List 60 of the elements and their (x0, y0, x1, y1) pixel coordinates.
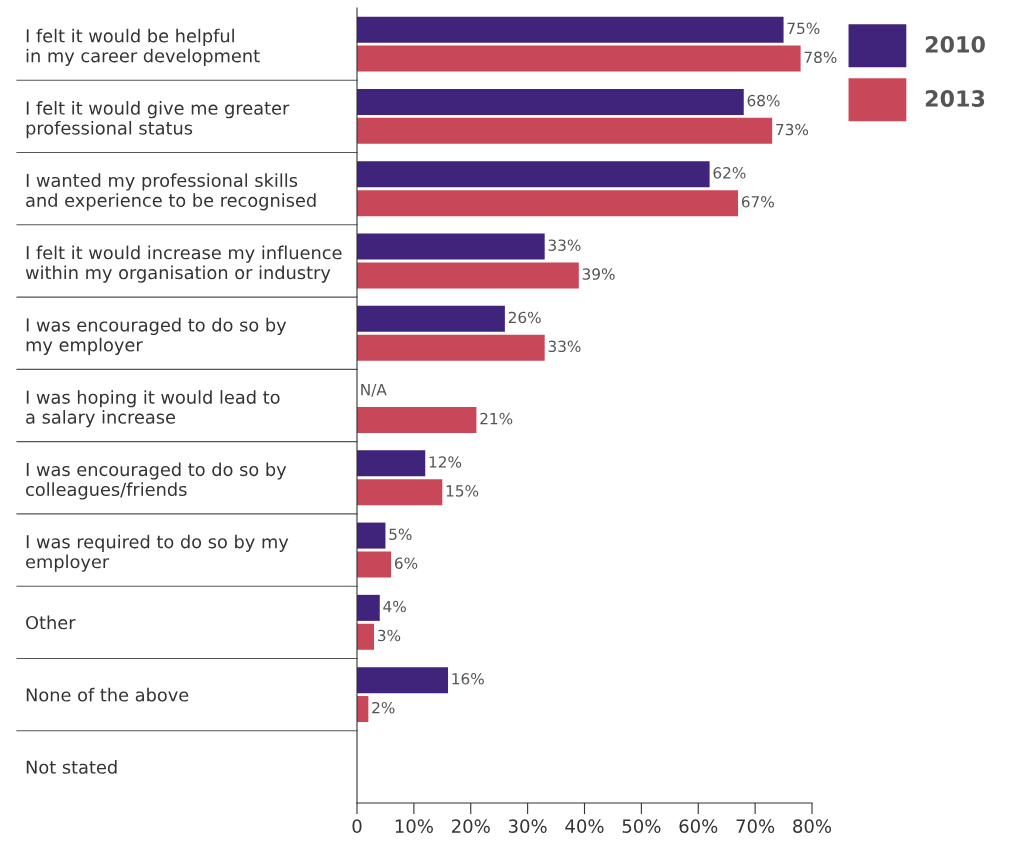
data-label: 78% (804, 51, 837, 64)
bar (357, 450, 426, 477)
y-tick-label: I was required to do so by my employer (26, 534, 289, 572)
data-label: 68% (747, 94, 780, 107)
bar (357, 262, 579, 289)
bar (357, 551, 392, 578)
bar (357, 522, 386, 549)
data-label: 6% (394, 557, 418, 569)
bar (357, 190, 739, 217)
data-label: 26% (508, 311, 541, 324)
data-label: 33% (548, 340, 581, 353)
x-tick-label: 10% (395, 819, 433, 833)
data-label: 39% (582, 268, 615, 280)
data-label: 16% (452, 673, 484, 685)
y-tick-label: Other (26, 615, 76, 630)
bar (357, 45, 801, 72)
x-tick-label: 80% (793, 819, 832, 833)
x-tick-label: 60% (679, 819, 718, 833)
data-label: 33% (548, 239, 581, 251)
bar (357, 479, 443, 506)
data-label: 5% (389, 528, 412, 541)
y-tick-label: I felt it would give me greater professional status (26, 101, 290, 139)
legend-label: 2013 (925, 90, 985, 107)
data-label: 4% (383, 600, 406, 613)
data-label: 67% (741, 196, 774, 208)
data-label: 62% (713, 167, 746, 179)
y-tick-label: I was encouraged to do so by colleagues/friends (26, 462, 287, 500)
y-tick-label: Not stated (26, 760, 117, 774)
x-tick-label: 30% (508, 819, 547, 833)
data-label: 3% (378, 629, 401, 642)
text: N/A (361, 384, 387, 397)
x-tick-label: 40% (565, 819, 604, 833)
y-tick-label: I felt it would increase my influence within my organisation or industry (25, 245, 342, 283)
data-label: 73% (776, 123, 809, 136)
data-label: 75% (787, 22, 820, 35)
bar (357, 334, 545, 361)
bar (357, 117, 773, 144)
bar (357, 594, 380, 621)
bar (357, 623, 375, 650)
bar (357, 233, 545, 260)
bar (357, 406, 477, 433)
x-tick-label: 20% (452, 819, 490, 833)
data-label: 21% (480, 412, 513, 425)
bar (357, 305, 505, 332)
data-label: 12% (429, 456, 462, 468)
x-tick-label: 0 (352, 819, 362, 833)
y-tick-label: I was hoping it would lead to a salary increase (26, 390, 280, 428)
y-tick-label: I wanted my professional skills and experience to be recognised (26, 173, 316, 211)
legend-label: 2010 (925, 35, 985, 53)
y-tick-label: None of the above (26, 687, 189, 702)
x-tick-label: 70% (736, 819, 775, 833)
y-tick-label: I felt it would be helpful in my career development (26, 28, 260, 66)
bar (357, 161, 710, 188)
y-tick-label: I was encouraged to do so by my employer (26, 317, 287, 355)
data-label: 2% (372, 701, 395, 714)
x-tick-label: 50% (622, 819, 661, 833)
bar (357, 16, 784, 43)
data-label: 15% (446, 485, 479, 497)
bar (357, 667, 448, 694)
bar (357, 88, 744, 115)
